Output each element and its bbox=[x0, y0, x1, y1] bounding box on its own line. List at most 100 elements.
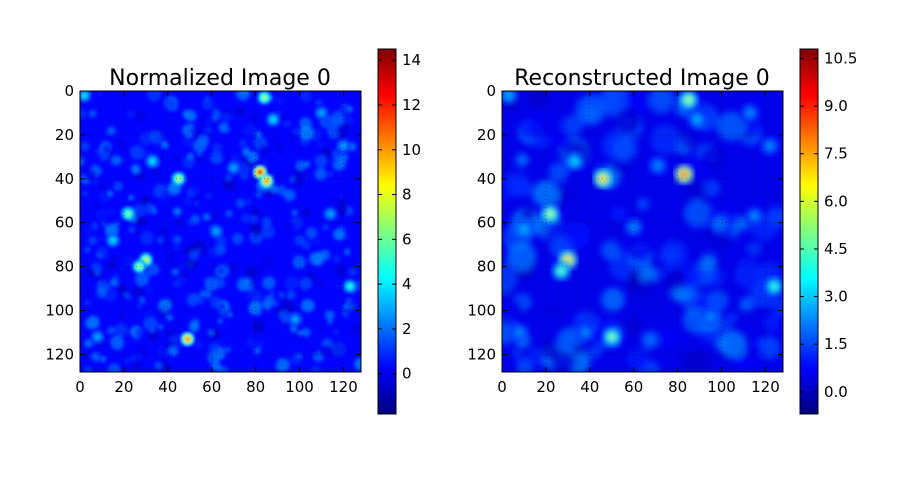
chart-title: Normalized Image 0 bbox=[109, 66, 331, 91]
x-tick-label: 120 bbox=[329, 378, 358, 396]
hotspot bbox=[180, 332, 195, 347]
hotspot bbox=[502, 91, 518, 105]
colorbar-tick-label: 10 bbox=[402, 141, 421, 159]
hotspot bbox=[510, 323, 529, 342]
colorbar-tick-label: 7.5 bbox=[824, 145, 848, 163]
colorbar-tick-label: 6 bbox=[402, 230, 412, 248]
hotspot bbox=[565, 152, 584, 171]
x-tick-label: 60 bbox=[624, 378, 643, 396]
y-axis-ticks: 0 20 40 60 80 100 120 bbox=[467, 82, 783, 363]
hotspot bbox=[121, 206, 136, 221]
grid-lines bbox=[80, 91, 361, 372]
colorbar-tick-label: 12 bbox=[402, 96, 421, 114]
hotspot bbox=[209, 224, 224, 239]
colorbar: 0 2 4 6 8 10 12 14 bbox=[377, 48, 421, 415]
x-tick-label: 120 bbox=[751, 378, 780, 396]
x-axis-ticks: 0 20 40 60 80 100 120 bbox=[75, 91, 358, 396]
colorbar-gradient bbox=[799, 48, 819, 415]
colorbar-tick-label: 0.0 bbox=[824, 383, 848, 401]
heatmap-texture bbox=[502, 91, 783, 372]
panel-reconstructed: Reconstructed Image 0 0 20 40 60 80 100 120 0 2… bbox=[467, 48, 857, 415]
x-tick-label: 20 bbox=[536, 378, 555, 396]
hotspot bbox=[323, 206, 338, 221]
colorbar-ticks: 0 2 4 6 8 10 12 14 bbox=[378, 51, 421, 383]
hotspot bbox=[552, 261, 571, 281]
grid-lines bbox=[502, 91, 783, 372]
colorbar-tick-label: 4.5 bbox=[824, 240, 848, 258]
colorbar-tick-label: 9.0 bbox=[824, 97, 848, 115]
colorbar-tick-label: 4 bbox=[402, 275, 412, 293]
y-axis-ticks: 0 20 40 60 80 100 120 bbox=[45, 82, 361, 363]
hotspot bbox=[171, 171, 186, 186]
x-tick-label: 80 bbox=[246, 378, 265, 396]
x-tick-label: 100 bbox=[707, 378, 736, 396]
hotspot bbox=[252, 165, 268, 180]
colorbar-tick-label: 8 bbox=[402, 186, 412, 204]
hotspot bbox=[541, 204, 560, 224]
panel-normalized: Normalized Image 0 0 20 40 60 80 100 120 02040… bbox=[45, 48, 421, 415]
x-axis-ticks: 0 20 40 60 80 100 120 bbox=[497, 91, 780, 396]
y-tick-label: 80 bbox=[55, 258, 74, 276]
heatmap-hotspots bbox=[502, 91, 783, 347]
hotspot bbox=[80, 91, 92, 103]
x-tick-label: 60 bbox=[202, 378, 221, 396]
hotspot bbox=[259, 173, 274, 189]
colorbar-tick-label: 0 bbox=[402, 365, 412, 383]
colorbar-tick-label: 1.5 bbox=[824, 335, 848, 353]
y-tick-label: 0 bbox=[486, 82, 496, 100]
hotspot bbox=[740, 103, 760, 123]
y-tick-label: 60 bbox=[477, 214, 496, 232]
y-tick-label: 20 bbox=[55, 126, 74, 144]
chart-title: Reconstructed Image 0 bbox=[514, 66, 770, 91]
hotspot bbox=[701, 307, 720, 327]
y-tick-label: 100 bbox=[467, 302, 496, 320]
x-tick-label: 100 bbox=[285, 378, 314, 396]
x-tick-label: 20 bbox=[114, 378, 133, 396]
hotspot bbox=[675, 165, 694, 184]
y-tick-label: 120 bbox=[467, 345, 496, 363]
hotspot bbox=[648, 156, 667, 175]
colorbar: 0.0 1.5 3.0 4.5 6.0 7.5 9.0 10.5 bbox=[799, 48, 857, 415]
y-tick-label: 100 bbox=[45, 302, 74, 320]
y-tick-label: 120 bbox=[45, 345, 74, 363]
hotspot bbox=[765, 277, 783, 296]
x-tick-label: 0 bbox=[75, 378, 85, 396]
y-tick-label: 0 bbox=[64, 82, 74, 100]
x-tick-label: 0 bbox=[497, 378, 507, 396]
hotspot bbox=[576, 323, 595, 342]
colorbar-tick-label: 3.0 bbox=[824, 288, 848, 306]
y-tick-label: 40 bbox=[55, 170, 74, 188]
colorbar-gradient bbox=[377, 48, 397, 415]
x-tick-label: 40 bbox=[580, 378, 599, 396]
hotspot bbox=[679, 91, 698, 109]
y-tick-label: 60 bbox=[55, 214, 74, 232]
hotspot bbox=[688, 110, 707, 129]
hotspot bbox=[602, 327, 621, 347]
hotspot bbox=[314, 105, 329, 120]
hotspot bbox=[266, 112, 281, 127]
x-tick-label: 40 bbox=[158, 378, 177, 396]
hotspot bbox=[760, 136, 779, 156]
hotspot bbox=[745, 207, 764, 226]
hotspot bbox=[226, 160, 241, 175]
hotspot bbox=[514, 220, 534, 239]
heatmap-image bbox=[502, 91, 783, 372]
heatmap-image bbox=[80, 91, 361, 372]
colorbar-tick-label: 10.5 bbox=[824, 50, 857, 68]
colorbar-tick-label: 2 bbox=[402, 320, 412, 338]
x-tick-label: 80 bbox=[668, 378, 687, 396]
hotspot bbox=[90, 329, 105, 344]
hotspot bbox=[145, 154, 160, 169]
colorbar-tick-label: 14 bbox=[402, 51, 421, 69]
y-tick-label: 20 bbox=[477, 126, 496, 144]
hotspot bbox=[342, 279, 358, 294]
y-tick-label: 80 bbox=[477, 258, 496, 276]
heatmap-hotspots bbox=[80, 91, 358, 347]
hotspot bbox=[336, 138, 351, 153]
plot-frame bbox=[501, 90, 784, 373]
hotspot bbox=[288, 312, 303, 327]
colorbar-tick-label: 6.0 bbox=[824, 192, 848, 210]
plot-frame bbox=[79, 90, 362, 373]
y-tick-label: 40 bbox=[477, 170, 496, 188]
